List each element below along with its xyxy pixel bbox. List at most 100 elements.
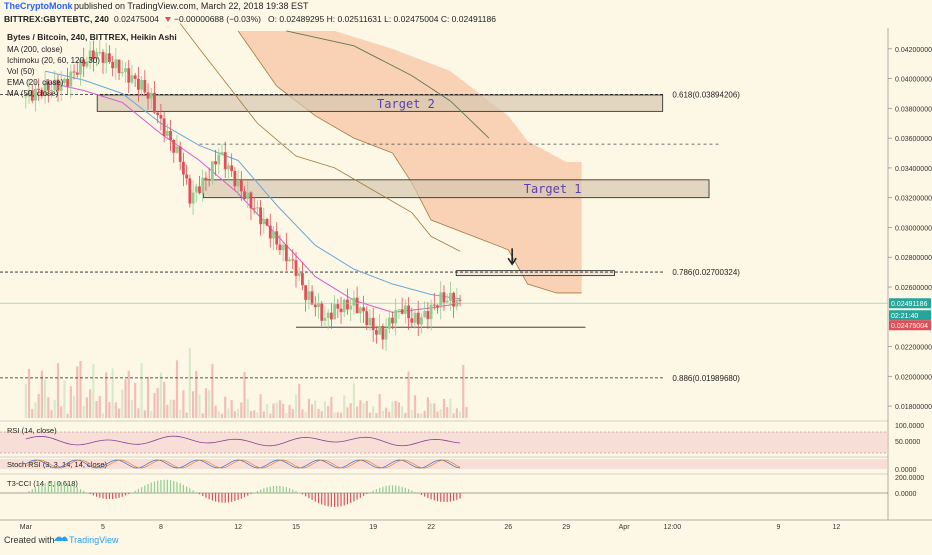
cci-legend: T3-CCI (14, 5, 0.618) [7,479,78,488]
volume-bar [150,411,153,418]
x-tick-label: 22 [427,524,435,531]
candle-body [175,146,179,153]
volume-bar [384,407,388,418]
y-tick-label: 0.03200000 [895,196,932,203]
candle-body [342,299,346,313]
low-price-label: 0.02475004 [891,323,928,330]
author-name[interactable]: TheCryptoMonk [4,1,73,11]
candle-body [30,90,34,101]
legend-ichimoku[interactable]: Ichimoku (20, 60, 120, 30) [7,56,100,65]
volume-bar [146,376,150,418]
candle-body [72,71,76,73]
volume-bar [426,397,429,418]
volume-bar [436,411,439,418]
candle-body [413,312,417,323]
target-zone [455,270,615,277]
target-2-label: Target 2 [377,97,435,111]
candle-body [268,225,272,239]
candle-body [178,146,182,162]
volume-bar [163,381,166,418]
candle-body [75,72,79,75]
legend-ma50[interactable]: MA (50, close) [7,89,58,98]
volume-bar [404,412,407,418]
volume-bar [153,393,156,418]
candle-body [304,285,308,300]
y-tick-label: 0.03400000 [895,166,932,173]
volume-bar [130,400,134,418]
candle-body [191,192,195,204]
x-tick-label: 15 [292,524,300,531]
candle-body [59,82,63,91]
volume-bar [256,412,259,418]
candle-body [378,325,382,335]
volume-bar [349,403,352,418]
volume-bar [111,368,114,418]
candle-body [291,259,295,261]
tradingview-logo-icon [54,536,68,541]
legend-volume[interactable]: Vol (50) [7,67,35,76]
candle-body [301,273,304,286]
fib-level-label: 0.618(0.03894206) [672,90,740,99]
candle-body [127,68,131,83]
volume-bar [372,406,375,418]
y-tick-label: 0.04000000 [895,77,932,84]
volume-bar [323,401,327,418]
volume-bar [72,396,76,418]
candle-body [368,317,372,326]
candle-body [381,325,385,340]
candle-body [82,59,86,67]
candle-body [210,161,214,181]
candle-body [449,292,452,301]
x-tick-label: 12:00 [664,524,682,531]
tradingview-brand[interactable]: TradingView [69,535,119,545]
candle-body [98,52,102,54]
candle-body [124,68,127,72]
volume-bar [24,384,27,418]
candle-body [114,59,118,69]
y-tick-label: 0.01800000 [895,404,932,411]
candle-body [136,78,140,90]
volume-bar [262,411,265,418]
volume-bar [79,360,82,418]
x-tick-label: 19 [369,524,377,531]
volume-bar [82,406,85,418]
volume-bar [114,402,117,418]
volume-bar [356,406,359,418]
candle-body [307,291,311,300]
y-tick-label: 0.03800000 [895,106,932,113]
volume-bar [420,413,423,418]
candle-body [384,328,388,340]
volume-bar [182,390,185,418]
candle-body [66,78,70,87]
volume-bar [381,410,384,418]
legend-ema20[interactable]: EMA (20, close) [7,78,64,87]
rsi-legend: RSI (14, close) [7,426,57,435]
candle-body [159,114,163,119]
volume-bar [294,394,298,418]
candle-body [120,71,124,74]
ma200-line [286,30,490,139]
volume-bar [92,363,95,418]
candle-body [169,131,172,140]
candle-body [162,118,166,136]
candle-body [281,244,285,251]
volume-bar [455,408,458,418]
volume-bar [433,403,436,418]
low-price-label-bg [889,320,931,331]
candle-body [278,244,282,251]
volume-bar [185,412,188,418]
x-tick-label: 26 [504,524,512,531]
volume-bar [34,402,37,418]
volume-bar [301,409,304,418]
volume-bar [442,398,446,418]
header: TheCryptoMonk published on TradingView.c… [4,1,496,24]
cci-axis-200: 200.0000 [895,475,924,482]
legend-ma200[interactable]: MA (200, close) [7,45,63,54]
candle-body [236,180,240,187]
volume-bars [24,348,468,418]
x-tick-label: 12 [234,524,242,531]
candle-body [320,303,324,321]
volume-bar [423,410,426,418]
legend: Bytes / Bitcoin, 240, BITTREX, Heikin As… [7,32,177,98]
